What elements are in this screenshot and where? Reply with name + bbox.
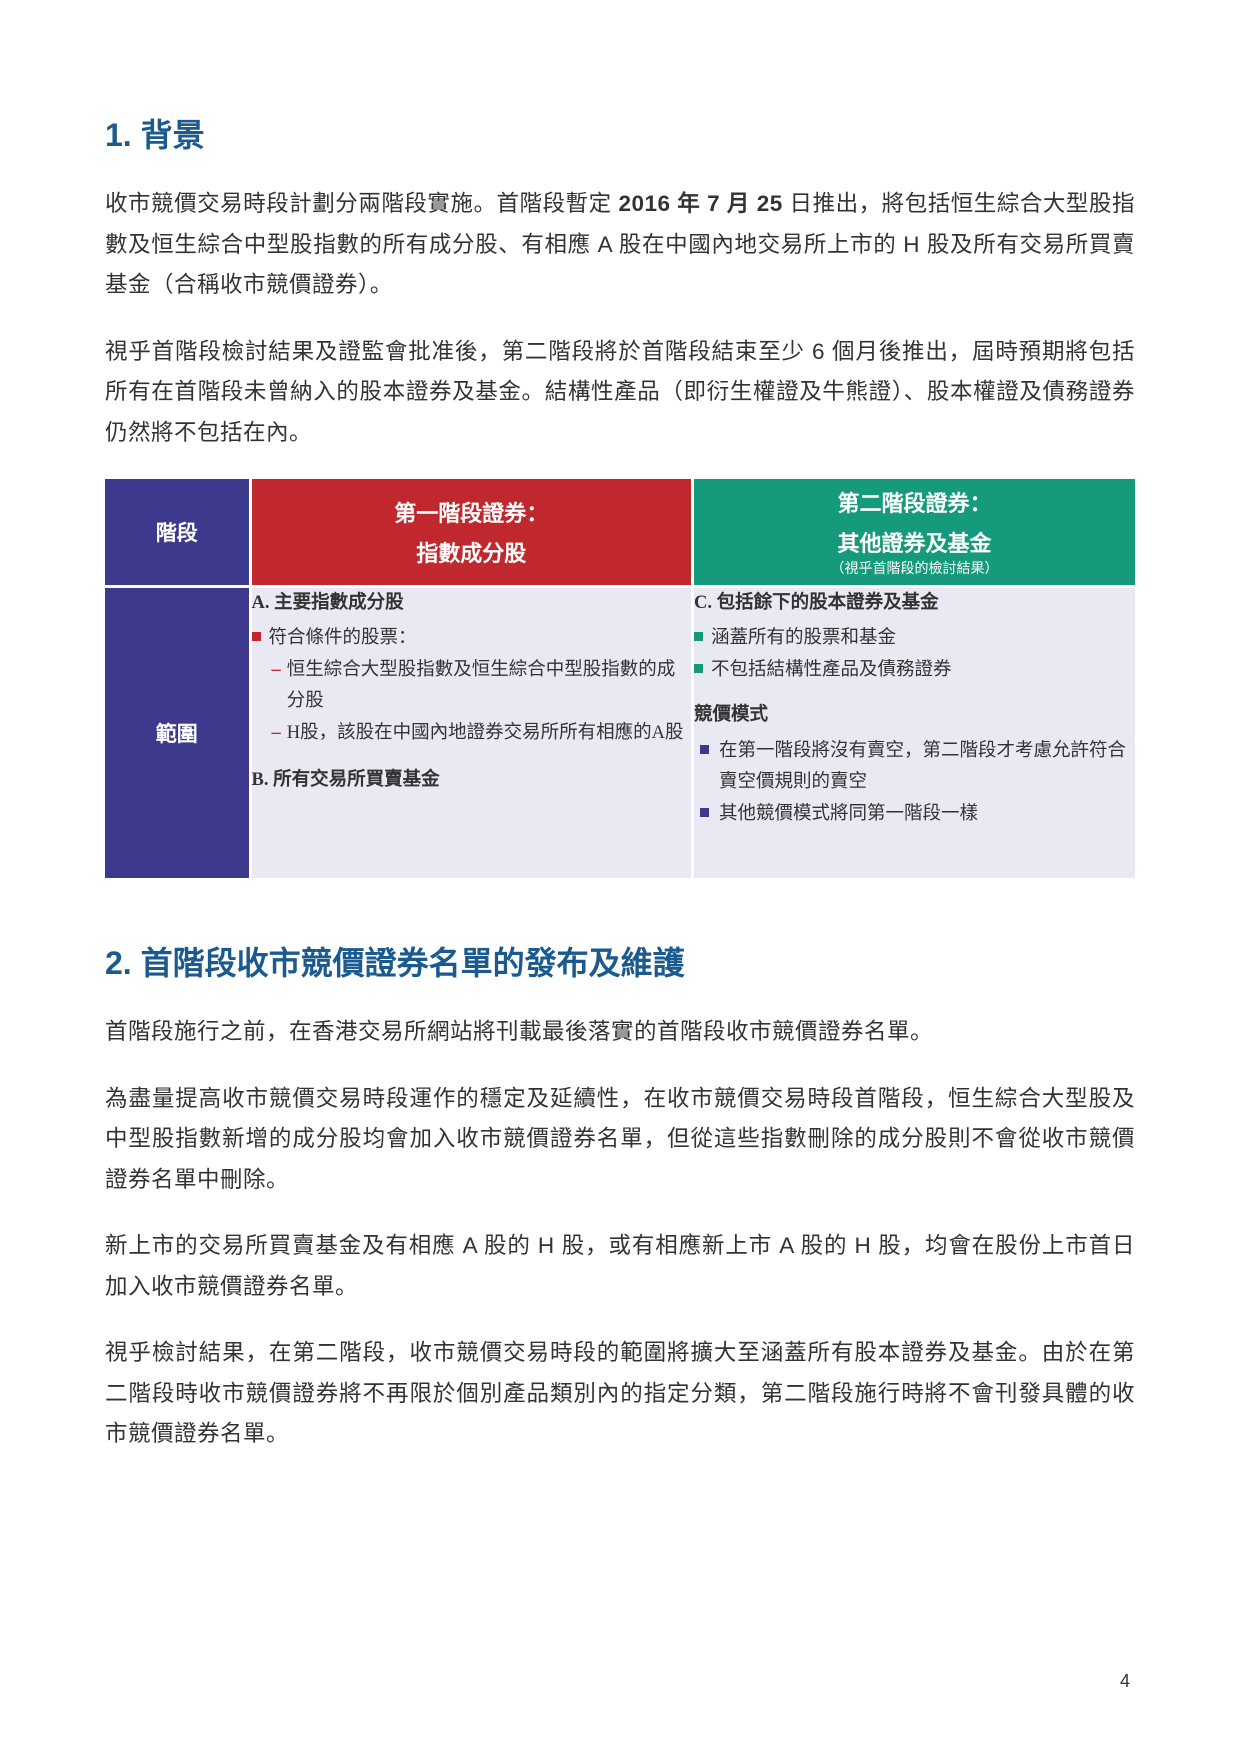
- section1-paragraph2: 視乎首階段檢討結果及證監會批准後，第二階段將於首階段結束至少 6 個月後推出，屆…: [105, 332, 1135, 454]
- section1-p1a: 收市競價交易時段計劃分兩階段實施。首階段暫定: [105, 191, 618, 216]
- section2-heading: 2. 首階段收市競價證券名單的發布及維護: [105, 938, 1135, 984]
- red-dash-icon: –: [272, 655, 281, 686]
- phase-diagram: 階段 第一階段證券： 指數成分股 第二階段證券： 其他證券及基金 （視乎首階段的…: [105, 479, 1135, 878]
- green-bullet-icon: [694, 632, 703, 641]
- diagram-label-phase: 階段: [105, 479, 250, 587]
- section2-paragraph2: 為盡量提高收市競價交易時段運作的穩定及延續性，在收市競價交易時段首階段，恒生綜合…: [105, 1079, 1135, 1201]
- section2-paragraph1: 首階段施行之前，在香港交易所網站將刊載最後落實的首階段收市競價證券名單。: [105, 1012, 1135, 1053]
- section1-heading: 1. 背景: [105, 110, 1135, 156]
- right-bullet1-row: 涵蓋所有的股票和基金: [694, 623, 1135, 654]
- diagram-phase2-body: C. 包括餘下的股本證券及基金 涵蓋所有的股票和基金 不包括結構性產品及債務證券…: [693, 587, 1136, 879]
- right-purple1: 在第一階段將沒有賣空，第二階段才考慮允許符合賣空價規則的賣空: [719, 736, 1135, 799]
- left-bullet1-row: 符合條件的股票：: [252, 623, 692, 654]
- red-bullet-icon: [252, 632, 261, 641]
- page-number: 4: [1120, 1671, 1130, 1692]
- phase2-header-sub: （視乎首階段的檢討結果）: [831, 558, 999, 578]
- purple-bullet-icon: [700, 808, 709, 817]
- right-purple2-row: 其他競價模式將同第一階段一樣: [694, 799, 1135, 830]
- right-purple2: 其他競價模式將同第一階段一樣: [719, 799, 1135, 830]
- right-subhead: 競價模式: [694, 700, 1135, 731]
- phase2-header-line2: 其他證券及基金: [831, 526, 999, 558]
- diagram-body-row: 範圍 A. 主要指數成分股 符合條件的股票： – 恒生綜合大型股指數及恒生綜合中…: [105, 587, 1135, 879]
- right-purple1-row: 在第一階段將沒有賣空，第二階段才考慮允許符合賣空價規則的賣空: [694, 736, 1135, 799]
- right-bullet1: 涵蓋所有的股票和基金: [711, 623, 896, 654]
- phase2-header-line1: 第二階段證券：: [837, 486, 991, 518]
- diagram-phase1-header: 第一階段證券： 指數成分股: [250, 479, 693, 587]
- section2-paragraph4: 視乎檢討結果，在第二階段，收市競價交易時段的範圍將擴大至涵蓋所有股本證券及基金。…: [105, 1333, 1135, 1455]
- left-bullet1: 符合條件的股票：: [269, 623, 417, 654]
- right-C-title: C. 包括餘下的股本證券及基金: [694, 588, 1135, 619]
- phase1-header-line1: 第一階段證券：: [394, 496, 548, 528]
- left-A-title: A. 主要指數成分股: [252, 588, 692, 619]
- left-dash1-row: – 恒生綜合大型股指數及恒生綜合中型股指數的成分股: [272, 655, 692, 718]
- left-dash2-row: – H股，該股在中國內地證券交易所所有相應的A股: [272, 718, 692, 749]
- phase1-header-line2: 指數成分股: [416, 536, 526, 568]
- left-B-title: B. 所有交易所買賣基金: [252, 765, 692, 796]
- section1-p1-bold: 2016 年 7 月 25: [618, 191, 782, 216]
- right-bullet2-row: 不包括結構性產品及債務證券: [694, 655, 1135, 686]
- left-dash2: H股，該股在中國內地證券交易所所有相應的A股: [287, 718, 684, 749]
- section2-paragraph3: 新上市的交易所買賣基金及有相應 A 股的 H 股，或有相應新上市 A 股的 H …: [105, 1226, 1135, 1307]
- right-bullet2: 不包括結構性產品及債務證券: [711, 655, 952, 686]
- left-dash1: 恒生綜合大型股指數及恒生綜合中型股指數的成分股: [287, 655, 691, 718]
- red-dash-icon: –: [272, 718, 281, 749]
- diagram-header-row: 階段 第一階段證券： 指數成分股 第二階段證券： 其他證券及基金 （視乎首階段的…: [105, 479, 1135, 587]
- diagram-label-scope: 範圍: [105, 587, 250, 879]
- purple-bullet-icon: [700, 745, 709, 754]
- diagram-phase2-header: 第二階段證券： 其他證券及基金 （視乎首階段的檢討結果）: [693, 479, 1136, 587]
- diagram-phase1-body: A. 主要指數成分股 符合條件的股票： – 恒生綜合大型股指數及恒生綜合中型股指…: [250, 587, 693, 879]
- page-container: 1. 背景 收市競價交易時段計劃分兩階段實施。首階段暫定 2016 年 7 月 …: [0, 0, 1240, 1541]
- section1-paragraph1: 收市競價交易時段計劃分兩階段實施。首階段暫定 2016 年 7 月 25 日推出…: [105, 184, 1135, 306]
- green-bullet-icon: [694, 664, 703, 673]
